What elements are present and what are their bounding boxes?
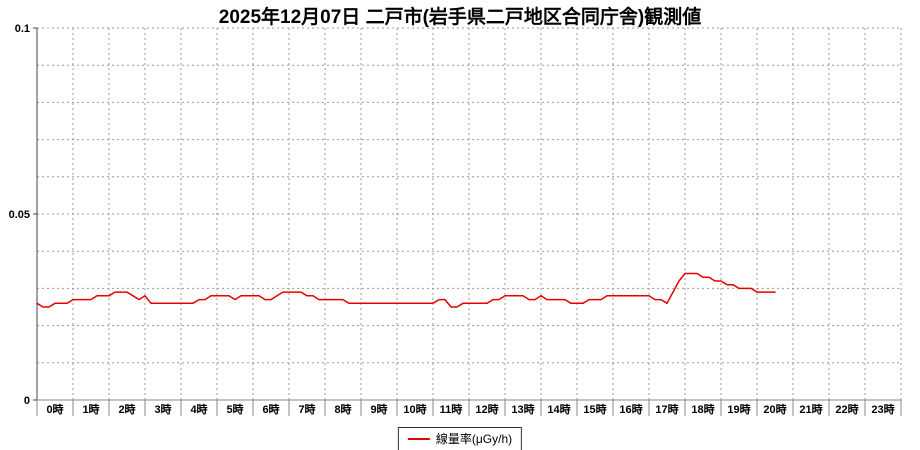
y-tick-label: 0 [24,395,30,407]
x-tick-label: 10時 [403,402,426,416]
legend-line-sample [407,437,430,440]
x-tick-label: 15時 [583,402,606,416]
x-tick-label: 3時 [154,402,171,416]
vertical-gridlines [72,28,902,400]
x-tick-label: 4時 [190,402,207,416]
x-tick-label: 19時 [727,402,750,416]
chart-title: 2025年12月07日 二戸市(岩手県二戸地区合同庁舎)観測値 [218,7,702,28]
y-tick-label: 0.1 [15,23,30,35]
x-tick-label: 0時 [46,402,63,416]
y-tick-labels: 0 0.05 0.1 [9,23,37,407]
x-tick-label: 23時 [871,402,894,416]
x-tick-label: 9時 [370,402,387,416]
x-tick-label: 8時 [334,402,351,416]
x-tick-label: 1時 [82,402,99,416]
legend: 線量率(μGy/h) [397,427,523,450]
x-tick-label: 16時 [619,402,642,416]
x-tick-labels: 0時 1時 2時 3時 4時 5時 6時 7時 8時 9時 10時 11時 12時 13時 14時 15時 16… [46,402,894,416]
x-tick-label: 11時 [440,402,463,416]
x-tick-label: 7時 [298,402,315,416]
x-tick-label: 5時 [226,402,243,416]
legend-label: 線量率(μGy/h) [435,432,513,446]
x-tick-label: 22時 [835,402,858,416]
x-tick-label: 20時 [763,402,786,416]
x-tick-label: 17時 [655,402,678,416]
x-ticks [36,400,902,416]
x-tick-label: 12時 [475,402,498,416]
x-tick-label: 21時 [799,402,822,416]
x-tick-label: 13時 [511,402,534,416]
dose-rate-data-line [36,272,776,308]
x-tick-label: 6時 [262,402,279,416]
x-tick-label: 18時 [691,402,714,416]
x-tick-label: 14時 [547,402,570,416]
y-tick-label: 0.05 [9,209,30,221]
x-tick-label: 2時 [118,402,135,416]
